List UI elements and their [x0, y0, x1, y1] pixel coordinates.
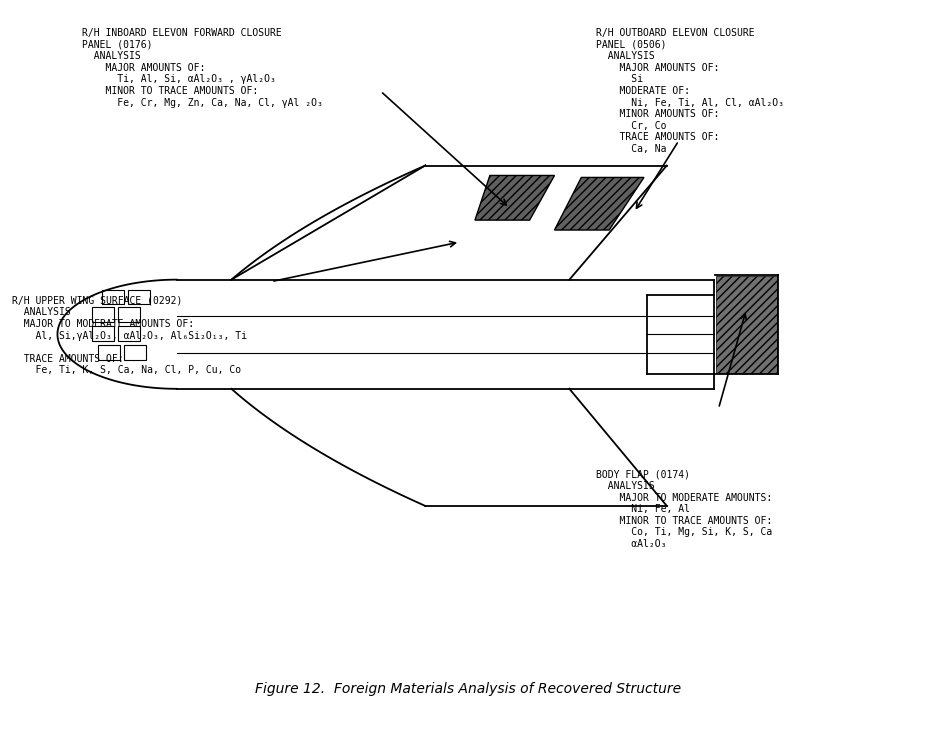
Text: Figure 12.  Foreign Materials Analysis of Recovered Structure: Figure 12. Foreign Materials Analysis of… — [255, 682, 681, 696]
Bar — [93, 327, 114, 341]
Text: R/H OUTBOARD ELEVON CLOSURE
PANEL (0506)
  ANALYSIS
    MAJOR AMOUNTS OF:
      : R/H OUTBOARD ELEVON CLOSURE PANEL (0506)… — [596, 28, 784, 154]
Polygon shape — [554, 177, 644, 230]
Bar — [118, 308, 140, 322]
Bar — [98, 345, 120, 360]
Bar — [93, 308, 114, 322]
Bar — [124, 345, 146, 360]
Text: R/H UPPER WING SURFACE (0292)
  ANALYSIS
  MAJOR TO MODERATE AMOUNTS OF:
    Al,: R/H UPPER WING SURFACE (0292) ANALYSIS M… — [12, 296, 247, 375]
Text: R/H INBOARD ELEVON FORWARD CLOSURE
PANEL (0176)
  ANALYSIS
    MAJOR AMOUNTS OF:: R/H INBOARD ELEVON FORWARD CLOSURE PANEL… — [81, 28, 323, 108]
Bar — [128, 289, 150, 305]
Bar — [102, 289, 124, 305]
Polygon shape — [475, 176, 554, 220]
Bar — [715, 276, 777, 373]
Text: BODY FLAP (0174)
  ANALYSIS
    MAJOR TO MODERATE AMOUNTS:
      Ni, Fe, Al
    : BODY FLAP (0174) ANALYSIS MAJOR TO MODER… — [596, 469, 772, 549]
Bar — [118, 327, 140, 341]
